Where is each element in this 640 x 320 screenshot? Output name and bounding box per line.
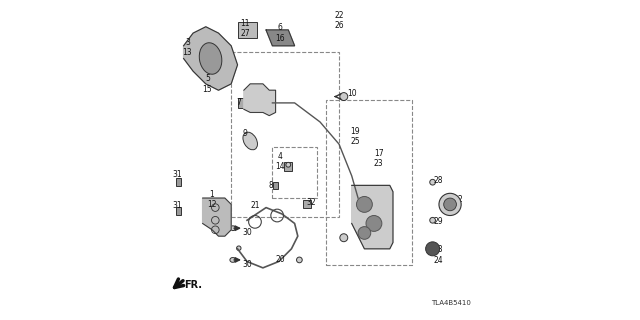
Text: 22
26: 22 26 — [334, 11, 344, 30]
Text: 5
15: 5 15 — [203, 74, 212, 93]
Text: 28: 28 — [433, 176, 443, 185]
Ellipse shape — [286, 162, 291, 167]
Polygon shape — [203, 198, 231, 236]
Text: 20: 20 — [276, 255, 285, 264]
Ellipse shape — [340, 234, 348, 242]
Text: 7: 7 — [236, 99, 241, 108]
Text: 17
23: 17 23 — [374, 149, 383, 168]
Text: 10: 10 — [347, 89, 356, 98]
Circle shape — [444, 198, 456, 211]
Text: 32: 32 — [307, 198, 316, 207]
Bar — [284, 162, 292, 171]
Text: 18
24: 18 24 — [433, 245, 443, 265]
Text: 1
12: 1 12 — [207, 190, 216, 209]
Ellipse shape — [199, 43, 222, 74]
Text: 4
14: 4 14 — [276, 152, 285, 171]
Text: 2: 2 — [457, 195, 462, 204]
Circle shape — [426, 242, 440, 256]
Text: TLA4B5410: TLA4B5410 — [431, 300, 470, 306]
Bar — [177, 178, 181, 186]
Text: 19
25: 19 25 — [350, 126, 360, 146]
Bar — [238, 98, 246, 108]
Bar — [303, 200, 311, 208]
Circle shape — [356, 196, 372, 212]
Ellipse shape — [429, 179, 435, 185]
Polygon shape — [266, 30, 294, 46]
Text: 11
27: 11 27 — [241, 19, 250, 38]
Text: 31: 31 — [172, 202, 182, 211]
Polygon shape — [352, 185, 393, 249]
Text: 6
16: 6 16 — [276, 23, 285, 43]
Text: 21: 21 — [250, 202, 260, 211]
Ellipse shape — [340, 92, 348, 100]
Bar — [177, 207, 181, 215]
Text: 30: 30 — [242, 260, 252, 269]
Polygon shape — [184, 27, 237, 90]
Ellipse shape — [237, 246, 241, 251]
Bar — [231, 52, 339, 217]
Circle shape — [439, 193, 461, 215]
Circle shape — [358, 227, 371, 239]
Text: 29: 29 — [433, 217, 443, 226]
Ellipse shape — [429, 217, 435, 223]
Text: 30: 30 — [242, 228, 252, 237]
Polygon shape — [244, 84, 276, 116]
Text: FR.: FR. — [184, 280, 202, 290]
Text: 9: 9 — [242, 129, 247, 138]
Ellipse shape — [243, 132, 257, 150]
Bar — [273, 147, 317, 198]
Ellipse shape — [296, 257, 302, 263]
Ellipse shape — [230, 226, 236, 231]
Bar — [273, 182, 278, 188]
Text: 8: 8 — [268, 181, 273, 190]
Bar — [237, 22, 257, 38]
Ellipse shape — [230, 258, 236, 262]
Bar — [326, 100, 412, 265]
Text: 31: 31 — [172, 170, 182, 179]
Text: 3
13: 3 13 — [182, 38, 192, 57]
Circle shape — [366, 215, 382, 231]
